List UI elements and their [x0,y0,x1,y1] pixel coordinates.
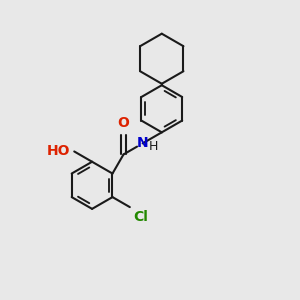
Text: O: O [118,116,130,130]
Text: N: N [137,136,148,150]
Text: H: H [148,140,158,153]
Text: Cl: Cl [134,210,148,224]
Text: HO: HO [47,145,71,158]
